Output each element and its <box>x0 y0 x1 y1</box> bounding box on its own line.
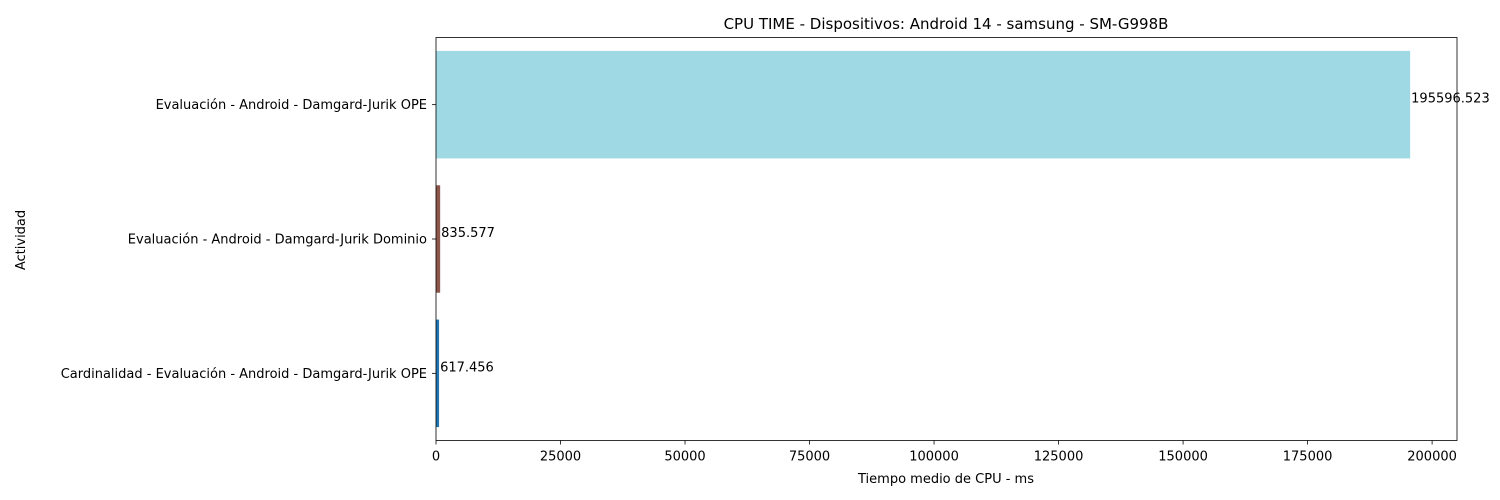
x-tick-label-7: 150000 <box>1158 450 1208 465</box>
bar-3 <box>436 319 440 428</box>
bar-1 <box>436 50 1411 159</box>
chart-title: CPU TIME - Dispositivos: Android 14 - sa… <box>724 15 1169 33</box>
value-labels-group: 195596.523 835.577 617.456 <box>440 92 1490 376</box>
x-tick-label-5: 100000 <box>909 450 959 465</box>
x-tick-label-4: 75000 <box>789 450 830 465</box>
y-axis-group: Evaluación - Android - Damgard-Jurik OPE… <box>61 98 436 382</box>
bar-2 <box>436 185 441 293</box>
x-tick-label-3: 50000 <box>664 450 705 465</box>
x-tick-label-2: 25000 <box>540 450 581 465</box>
bar-value-label-2: 835.577 <box>441 226 495 241</box>
x-tick-label-9: 200000 <box>1407 450 1457 465</box>
plot-frame <box>435 37 1458 441</box>
y-tick-label-3: Cardinalidad - Evaluación - Android - Da… <box>61 367 427 382</box>
bar-value-label-1: 195596.523 <box>1411 92 1490 107</box>
y-tick-label-2: Evaluación - Android - Damgard-Jurik Dom… <box>128 233 427 248</box>
bar-value-label-3: 617.456 <box>440 360 494 375</box>
y-axis-label: Actividad <box>14 210 29 270</box>
x-axis-label: Tiempo medio de CPU - ms <box>857 472 1034 487</box>
x-tick-label-6: 125000 <box>1034 450 1084 465</box>
y-tick-label-1: Evaluación - Android - Damgard-Jurik OPE <box>156 98 427 113</box>
x-axis-group: 0 25000 50000 75000 100000 125000 150000 175000… <box>432 440 1457 465</box>
x-tick-label-8: 175000 <box>1283 450 1333 465</box>
x-tick-label-1: 0 <box>432 450 440 465</box>
bars-group <box>436 50 1411 428</box>
